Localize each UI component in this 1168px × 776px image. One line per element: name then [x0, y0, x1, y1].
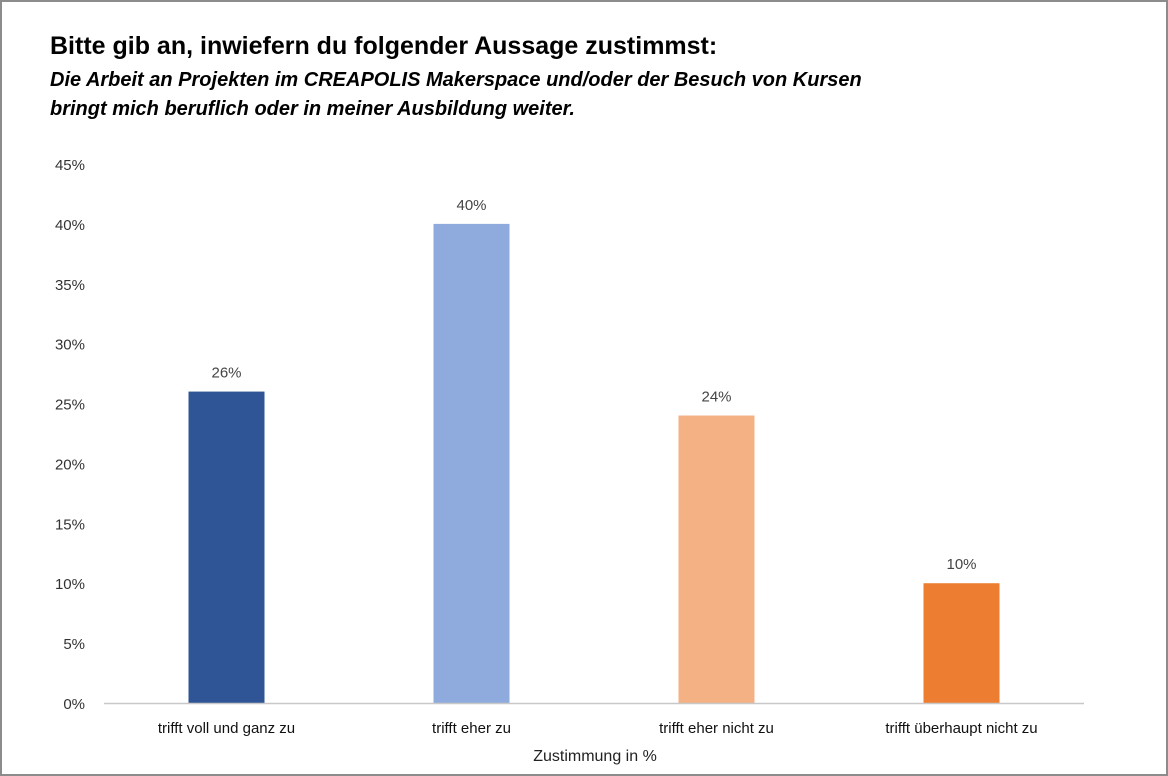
y-tick-label: 20% — [55, 456, 85, 473]
data-label: 24% — [701, 389, 731, 406]
bar-3 — [678, 415, 755, 703]
bar-4 — [923, 583, 1000, 703]
x-tick-label: trifft eher zu — [432, 720, 511, 737]
y-tick-label: 0% — [63, 696, 85, 713]
data-label: 26% — [211, 365, 241, 382]
x-axis-title: Zustimmung in % — [533, 748, 657, 765]
x-tick-label: trifft voll und ganz zu — [158, 720, 295, 737]
chart-title: Bitte gib an, inwiefern du folgender Aus… — [50, 32, 718, 60]
y-tick-label: 45% — [55, 157, 85, 174]
x-tick-label: trifft eher nicht zu — [659, 720, 774, 737]
chart-subtitle: Die Arbeit an Projekten im CREAPOLIS Mak… — [50, 66, 1050, 124]
y-tick-label: 25% — [55, 397, 85, 414]
y-tick-label: 35% — [55, 277, 85, 294]
y-tick-label: 10% — [55, 576, 85, 593]
x-tick-label: trifft überhaupt nicht zu — [885, 720, 1037, 737]
y-tick-label: 30% — [55, 337, 85, 354]
data-label: 40% — [456, 197, 486, 214]
chart-subtitle-line-1: Die Arbeit an Projekten im CREAPOLIS Mak… — [50, 69, 862, 91]
y-tick-label: 15% — [55, 516, 85, 533]
bar-1 — [188, 391, 265, 703]
y-tick-label: 40% — [55, 217, 85, 234]
y-tick-label: 5% — [63, 636, 85, 653]
data-label: 10% — [946, 556, 976, 573]
bar-2 — [433, 223, 510, 703]
chart-subtitle-line-2: bringt mich beruflich oder in meiner Aus… — [50, 98, 575, 120]
